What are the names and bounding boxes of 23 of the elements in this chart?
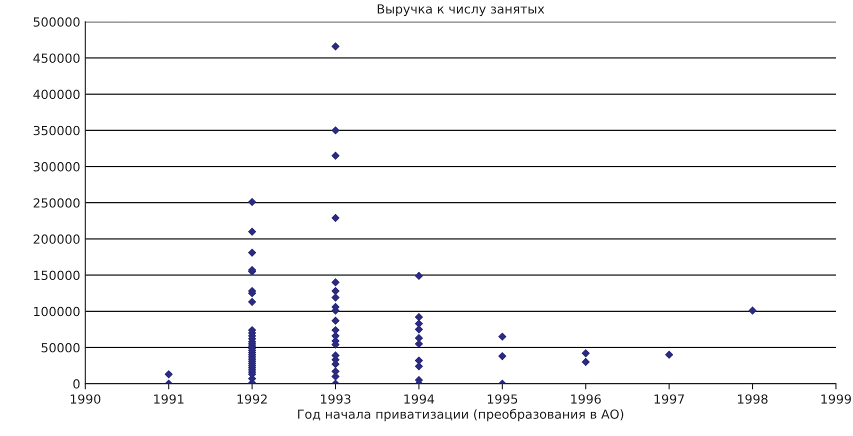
x-axis-title: Год начала приватизации (преобразования в АО) xyxy=(298,408,624,422)
y-tick-label: 0 xyxy=(73,379,80,389)
x-tick-label: 1997 xyxy=(654,394,684,404)
y-tick-label: 400000 xyxy=(33,90,80,100)
y-tick-label: 500000 xyxy=(34,17,80,27)
y-tick-label: 50000 xyxy=(42,342,80,352)
y-tick-label: 200000 xyxy=(34,234,80,244)
y-tick-label: 350000 xyxy=(34,126,80,136)
x-tick-label: 1996 xyxy=(571,394,601,404)
y-tick-label: 150000 xyxy=(34,270,80,280)
y-tick-label: 100000 xyxy=(34,306,80,316)
y-tick-label: 300000 xyxy=(34,162,80,172)
y-tick-label: 450000 xyxy=(33,53,80,63)
x-tick-label: 1999 xyxy=(821,394,851,404)
y-tick-label: 250000 xyxy=(34,198,80,208)
x-tick-label: 1992 xyxy=(238,394,267,404)
x-tick-label: 1994 xyxy=(404,394,434,404)
x-tick-label: 1990 xyxy=(70,394,100,404)
x-tick-label: 1991 xyxy=(154,394,184,404)
x-tick-label: 1993 xyxy=(320,394,350,404)
x-tick-label: 1995 xyxy=(488,394,518,404)
x-tick-label: 1998 xyxy=(738,394,768,404)
chart-title: Выручка к числу занятых xyxy=(378,4,544,16)
